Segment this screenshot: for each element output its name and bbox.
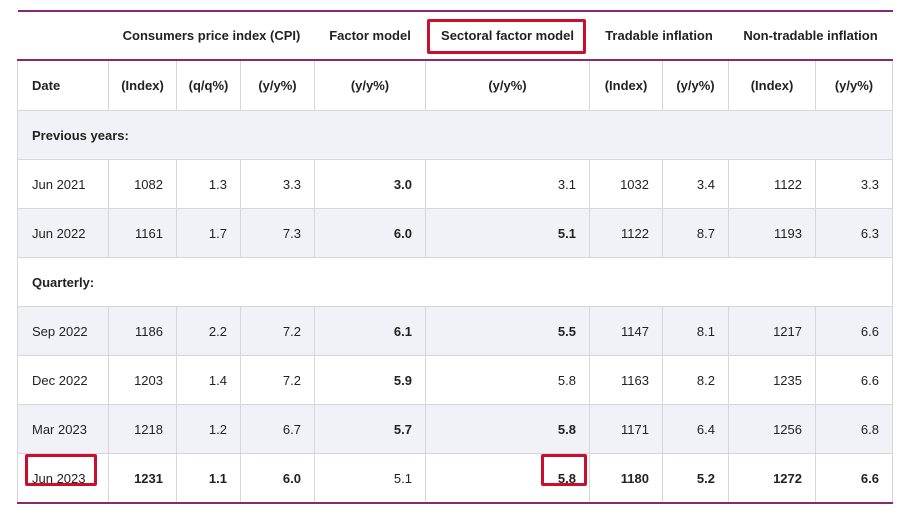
unit-header-sectoral-yy: (y/y%) bbox=[425, 59, 590, 111]
table-row: Sep 2022 1186 2.2 7.2 6.1 5.5 1147 8.1 1… bbox=[17, 306, 893, 356]
table-row: Jun 2023 1231 1.1 6.0 5.1 5.8 1180 5.2 1… bbox=[17, 453, 893, 504]
cell-tradable-index: 1122 bbox=[589, 208, 663, 258]
cell-cpi-yy: 6.7 bbox=[240, 404, 315, 454]
cell-nontradable-yy: 6.6 bbox=[815, 453, 893, 504]
group-header-empty bbox=[17, 10, 109, 61]
unit-header-tradable-index: (Index) bbox=[589, 59, 663, 111]
cell-cpi-index: 1231 bbox=[108, 453, 177, 504]
cell-cpi-yy: 7.2 bbox=[240, 306, 315, 356]
cell-cpi-qq: 1.4 bbox=[176, 355, 241, 405]
unit-header-tradable-yy: (y/y%) bbox=[662, 59, 729, 111]
unit-header-nontradable-index: (Index) bbox=[728, 59, 816, 111]
cell-nontradable-yy: 6.6 bbox=[815, 355, 893, 405]
cell-date: Jun 2023 bbox=[17, 453, 109, 504]
cell-nontradable-index: 1193 bbox=[728, 208, 816, 258]
cell-sectoral: 5.8 bbox=[425, 453, 590, 504]
section-row-previous-years: Previous years: bbox=[17, 110, 893, 160]
cell-tradable-index: 1163 bbox=[589, 355, 663, 405]
table-row: Dec 2022 1203 1.4 7.2 5.9 5.8 1163 8.2 1… bbox=[17, 355, 893, 405]
group-header-row: Consumers price index (CPI) Factor model… bbox=[17, 10, 893, 61]
cell-cpi-index: 1161 bbox=[108, 208, 177, 258]
cell-tradable-index: 1171 bbox=[589, 404, 663, 454]
cell-date: Jun 2022 bbox=[17, 208, 109, 258]
cell-cpi-index: 1186 bbox=[108, 306, 177, 356]
cell-cpi-yy: 7.2 bbox=[240, 355, 315, 405]
cell-tradable-yy: 5.2 bbox=[662, 453, 729, 504]
group-header-non-tradable: Non-tradable inflation bbox=[728, 10, 893, 61]
cell-cpi-index: 1082 bbox=[108, 159, 177, 209]
cell-factor: 6.0 bbox=[314, 208, 426, 258]
section-row-quarterly: Quarterly: bbox=[17, 257, 893, 307]
cell-cpi-yy: 7.3 bbox=[240, 208, 315, 258]
cell-tradable-yy: 8.2 bbox=[662, 355, 729, 405]
cell-factor: 5.1 bbox=[314, 453, 426, 504]
cell-tradable-yy: 6.4 bbox=[662, 404, 729, 454]
cell-sectoral: 5.5 bbox=[425, 306, 590, 356]
cell-nontradable-index: 1122 bbox=[728, 159, 816, 209]
cell-factor: 6.1 bbox=[314, 306, 426, 356]
cell-cpi-qq: 1.1 bbox=[176, 453, 241, 504]
unit-header-cpi-yy: (y/y%) bbox=[240, 59, 315, 111]
unit-header-date: Date bbox=[17, 59, 109, 111]
unit-header-row: Date (Index) (q/q%) (y/y%) (y/y%) (y/y%)… bbox=[17, 59, 893, 111]
table-row: Jun 2021 1082 1.3 3.3 3.0 3.1 1032 3.4 1… bbox=[17, 159, 893, 209]
cell-nontradable-yy: 6.6 bbox=[815, 306, 893, 356]
cell-sectoral: 5.1 bbox=[425, 208, 590, 258]
table-row: Mar 2023 1218 1.2 6.7 5.7 5.8 1171 6.4 1… bbox=[17, 404, 893, 454]
cell-cpi-qq: 1.2 bbox=[176, 404, 241, 454]
cell-sectoral: 3.1 bbox=[425, 159, 590, 209]
cell-factor: 3.0 bbox=[314, 159, 426, 209]
inflation-table: Consumers price index (CPI) Factor model… bbox=[17, 10, 893, 504]
cell-nontradable-index: 1256 bbox=[728, 404, 816, 454]
cell-nontradable-yy: 6.3 bbox=[815, 208, 893, 258]
cell-factor: 5.7 bbox=[314, 404, 426, 454]
cell-tradable-yy: 8.1 bbox=[662, 306, 729, 356]
cell-nontradable-index: 1217 bbox=[728, 306, 816, 356]
group-header-factor-model: Factor model bbox=[314, 10, 426, 61]
cell-date: Sep 2022 bbox=[17, 306, 109, 356]
cell-tradable-yy: 3.4 bbox=[662, 159, 729, 209]
unit-header-nontradable-yy: (y/y%) bbox=[815, 59, 893, 111]
cell-sectoral: 5.8 bbox=[425, 355, 590, 405]
cell-date: Jun 2021 bbox=[17, 159, 109, 209]
cell-nontradable-yy: 3.3 bbox=[815, 159, 893, 209]
cell-factor: 5.9 bbox=[314, 355, 426, 405]
unit-header-factor-yy: (y/y%) bbox=[314, 59, 426, 111]
inflation-table-container: Consumers price index (CPI) Factor model… bbox=[17, 10, 893, 504]
group-header-sectoral-factor-model: Sectoral factor model bbox=[425, 10, 590, 61]
cell-sectoral: 5.8 bbox=[425, 404, 590, 454]
unit-header-cpi-qq: (q/q%) bbox=[176, 59, 241, 111]
cell-tradable-yy: 8.7 bbox=[662, 208, 729, 258]
group-header-cpi: Consumers price index (CPI) bbox=[108, 10, 315, 61]
group-header-tradable: Tradable inflation bbox=[589, 10, 729, 61]
cell-cpi-index: 1218 bbox=[108, 404, 177, 454]
cell-nontradable-index: 1272 bbox=[728, 453, 816, 504]
cell-date: Mar 2023 bbox=[17, 404, 109, 454]
cell-tradable-index: 1147 bbox=[589, 306, 663, 356]
cell-nontradable-index: 1235 bbox=[728, 355, 816, 405]
cell-cpi-index: 1203 bbox=[108, 355, 177, 405]
unit-header-cpi-index: (Index) bbox=[108, 59, 177, 111]
cell-cpi-yy: 6.0 bbox=[240, 453, 315, 504]
cell-date: Dec 2022 bbox=[17, 355, 109, 405]
section-label: Quarterly: bbox=[17, 257, 893, 307]
cell-nontradable-yy: 6.8 bbox=[815, 404, 893, 454]
cell-cpi-qq: 2.2 bbox=[176, 306, 241, 356]
section-label: Previous years: bbox=[17, 110, 893, 160]
table-row: Jun 2022 1161 1.7 7.3 6.0 5.1 1122 8.7 1… bbox=[17, 208, 893, 258]
cell-cpi-yy: 3.3 bbox=[240, 159, 315, 209]
cell-tradable-index: 1180 bbox=[589, 453, 663, 504]
cell-tradable-index: 1032 bbox=[589, 159, 663, 209]
cell-cpi-qq: 1.3 bbox=[176, 159, 241, 209]
cell-cpi-qq: 1.7 bbox=[176, 208, 241, 258]
